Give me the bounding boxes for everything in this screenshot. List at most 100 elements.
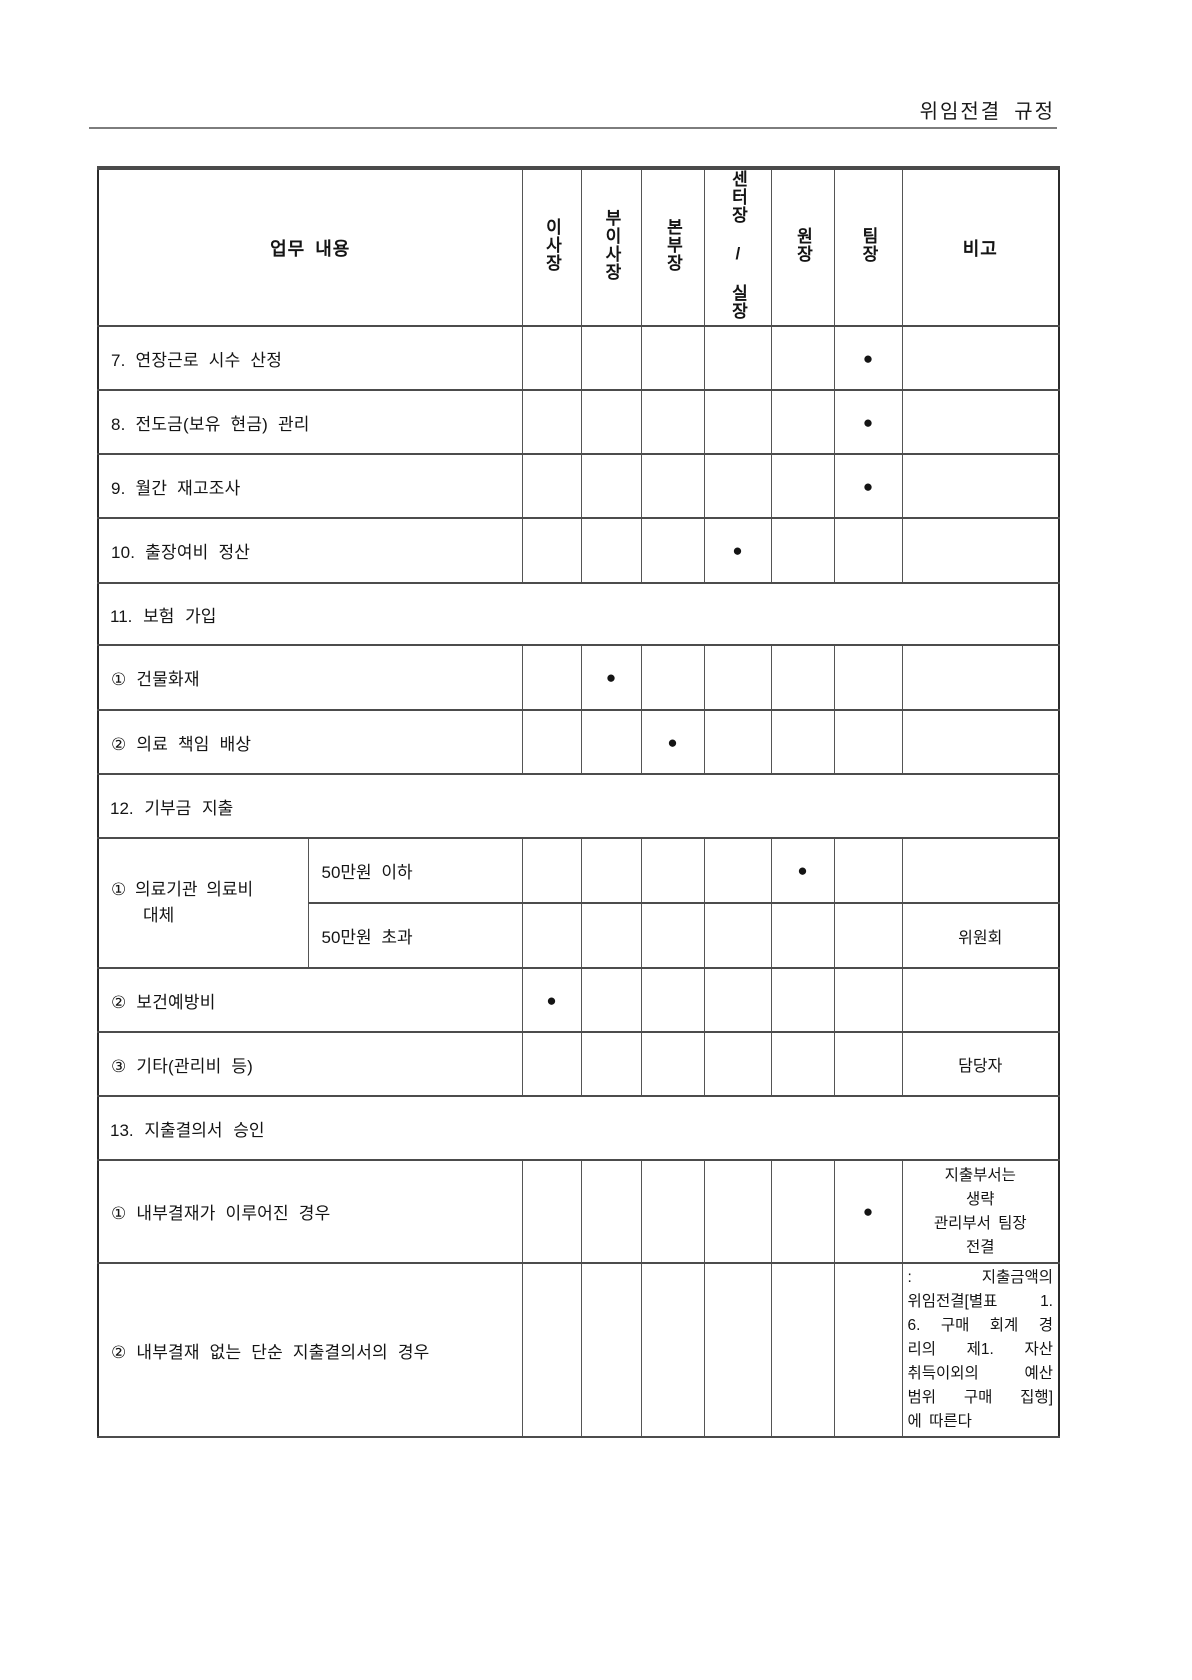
col-header-center-head: 센터장 / 실장 [703, 167, 772, 327]
approval-dot-cell: ● [521, 967, 582, 1033]
mark-cell [640, 644, 705, 711]
mark-cell [703, 837, 772, 904]
mark-cell [833, 1031, 903, 1097]
section-cell: 11. 보험 가입 [97, 582, 1060, 646]
section-row: 11. 보험 가입 [97, 582, 1060, 646]
remark-line: 위임전결[별표 1. [907, 1293, 1054, 1310]
mark-cell [521, 902, 582, 969]
table-row: ② 내부결재 없는 단순 지출결의서의 경우 : 지출금액의 위임전결[별표 1… [97, 1262, 1060, 1438]
mark-cell [703, 325, 772, 391]
mark-cell [770, 967, 835, 1033]
remark-cell [901, 389, 1060, 455]
table-row: ② 보건예방비 ● [97, 967, 1060, 1033]
mark-cell [770, 1031, 835, 1097]
mark-cell [770, 389, 835, 455]
remark-line: 범위 구매 집행] [907, 1389, 1054, 1406]
mark-cell [770, 1262, 835, 1438]
mark-cell [521, 325, 582, 391]
approval-dot-cell: ● [580, 644, 642, 711]
mark-cell [640, 1262, 705, 1438]
mark-cell [521, 644, 582, 711]
table-row: ③ 기타(관리비 등) 담당자 [97, 1031, 1060, 1097]
mark-cell [770, 644, 835, 711]
task-cell: 8. 전도금(보유 현금) 관리 [97, 389, 523, 455]
col-header-task: 업무 내용 [97, 167, 523, 327]
table-row: ① 내부결재가 이루어진 경우 ● 지출부서는 생략 관리부서 팀장 전결 [97, 1159, 1060, 1264]
table-header-row: 업무 내용 이사장 부이사장 본부장 센터장 / 실장 원장 팀장 비고 [97, 167, 1060, 327]
mark-cell [703, 1159, 772, 1264]
mark-cell [833, 709, 903, 775]
mark-cell [703, 709, 772, 775]
table-row: ① 건물화재 ● [97, 644, 1060, 711]
mark-cell [521, 389, 582, 455]
mark-cell [640, 453, 705, 519]
mark-cell [833, 902, 903, 969]
mark-cell [770, 709, 835, 775]
mark-cell [640, 517, 705, 584]
approval-dot-cell: ● [833, 325, 903, 391]
mark-cell [521, 453, 582, 519]
approval-dot-cell: ● [770, 837, 835, 904]
col-header-chairman: 이사장 [521, 167, 582, 327]
task-line-1: ① 의료기관 의료비 [111, 879, 254, 899]
mark-cell [640, 902, 705, 969]
sub-task-cell: 50만원 이하 [307, 837, 523, 904]
table-row: 9. 월간 재고조사 ● [97, 453, 1060, 519]
mark-cell [833, 644, 903, 711]
remark-cell: : 지출금액의 위임전결[별표 1. 6. 구매 회계 경 리의 제1. 자산 … [901, 1262, 1060, 1438]
section-row: 13. 지출결의서 승인 [97, 1095, 1060, 1161]
table-row: 8. 전도금(보유 현금) 관리 ● [97, 389, 1060, 455]
mark-cell [770, 453, 835, 519]
task-cell: ② 의료 책임 배상 [97, 709, 523, 775]
mark-cell [580, 517, 642, 584]
remark-cell: 담당자 [901, 1031, 1060, 1097]
remark-cell [901, 967, 1060, 1033]
delegation-authority-table: 업무 내용 이사장 부이사장 본부장 센터장 / 실장 원장 팀장 비고 7. … [97, 166, 1060, 1438]
col-header-vice-chairman: 부이사장 [580, 167, 642, 327]
task-cell: 9. 월간 재고조사 [97, 453, 523, 519]
mark-cell [521, 709, 582, 775]
mark-cell [640, 837, 705, 904]
remark-cell: 지출부서는 생략 관리부서 팀장 전결 [901, 1159, 1060, 1264]
mark-cell [640, 389, 705, 455]
mark-cell [703, 1262, 772, 1438]
table-row: ② 의료 책임 배상 ● [97, 709, 1060, 775]
task-cell: ② 보건예방비 [97, 967, 523, 1033]
mark-cell [580, 967, 642, 1033]
table-row: ① 의료기관 의료비 대체 50만원 이하 ● [97, 837, 1060, 969]
mark-cell [580, 1262, 642, 1438]
mark-cell [580, 389, 642, 455]
approval-dot-cell: ● [833, 1159, 903, 1264]
table-row: 7. 연장근로 시수 산정 ● [97, 325, 1060, 391]
mark-cell [703, 644, 772, 711]
remark-cell: 위원회 [901, 902, 1060, 969]
mark-cell [770, 517, 835, 584]
section-row: 12. 기부금 지출 [97, 773, 1060, 839]
mark-cell [580, 1031, 642, 1097]
mark-cell [770, 1159, 835, 1264]
approval-dot-cell: ● [640, 709, 705, 775]
mark-cell [703, 1031, 772, 1097]
remark-line: 생략 [965, 1190, 995, 1208]
approval-dot-cell: ● [833, 453, 903, 519]
remark-cell [901, 453, 1060, 519]
remark-line: 지출부서는 [944, 1166, 1016, 1184]
mark-cell [580, 325, 642, 391]
mark-cell [703, 967, 772, 1033]
table-row: 10. 출장여비 정산 ● [97, 517, 1060, 584]
sub-task-cell: 50만원 초과 [307, 902, 523, 969]
col-header-division-head: 본부장 [640, 167, 705, 327]
mark-cell [580, 453, 642, 519]
mark-cell [703, 389, 772, 455]
mark-cell [640, 325, 705, 391]
mark-cell [580, 837, 642, 904]
remark-line: 관리부서 팀장 [933, 1214, 1027, 1232]
page-title: 위임전결 규정 [919, 101, 1055, 123]
task-cell: ③ 기타(관리비 등) [97, 1031, 523, 1097]
remark-cell [901, 325, 1060, 391]
task-cell: 10. 출장여비 정산 [97, 517, 523, 584]
task-cell: ② 내부결재 없는 단순 지출결의서의 경우 [97, 1262, 523, 1438]
mark-cell [770, 325, 835, 391]
task-cell: ① 건물화재 [97, 644, 523, 711]
